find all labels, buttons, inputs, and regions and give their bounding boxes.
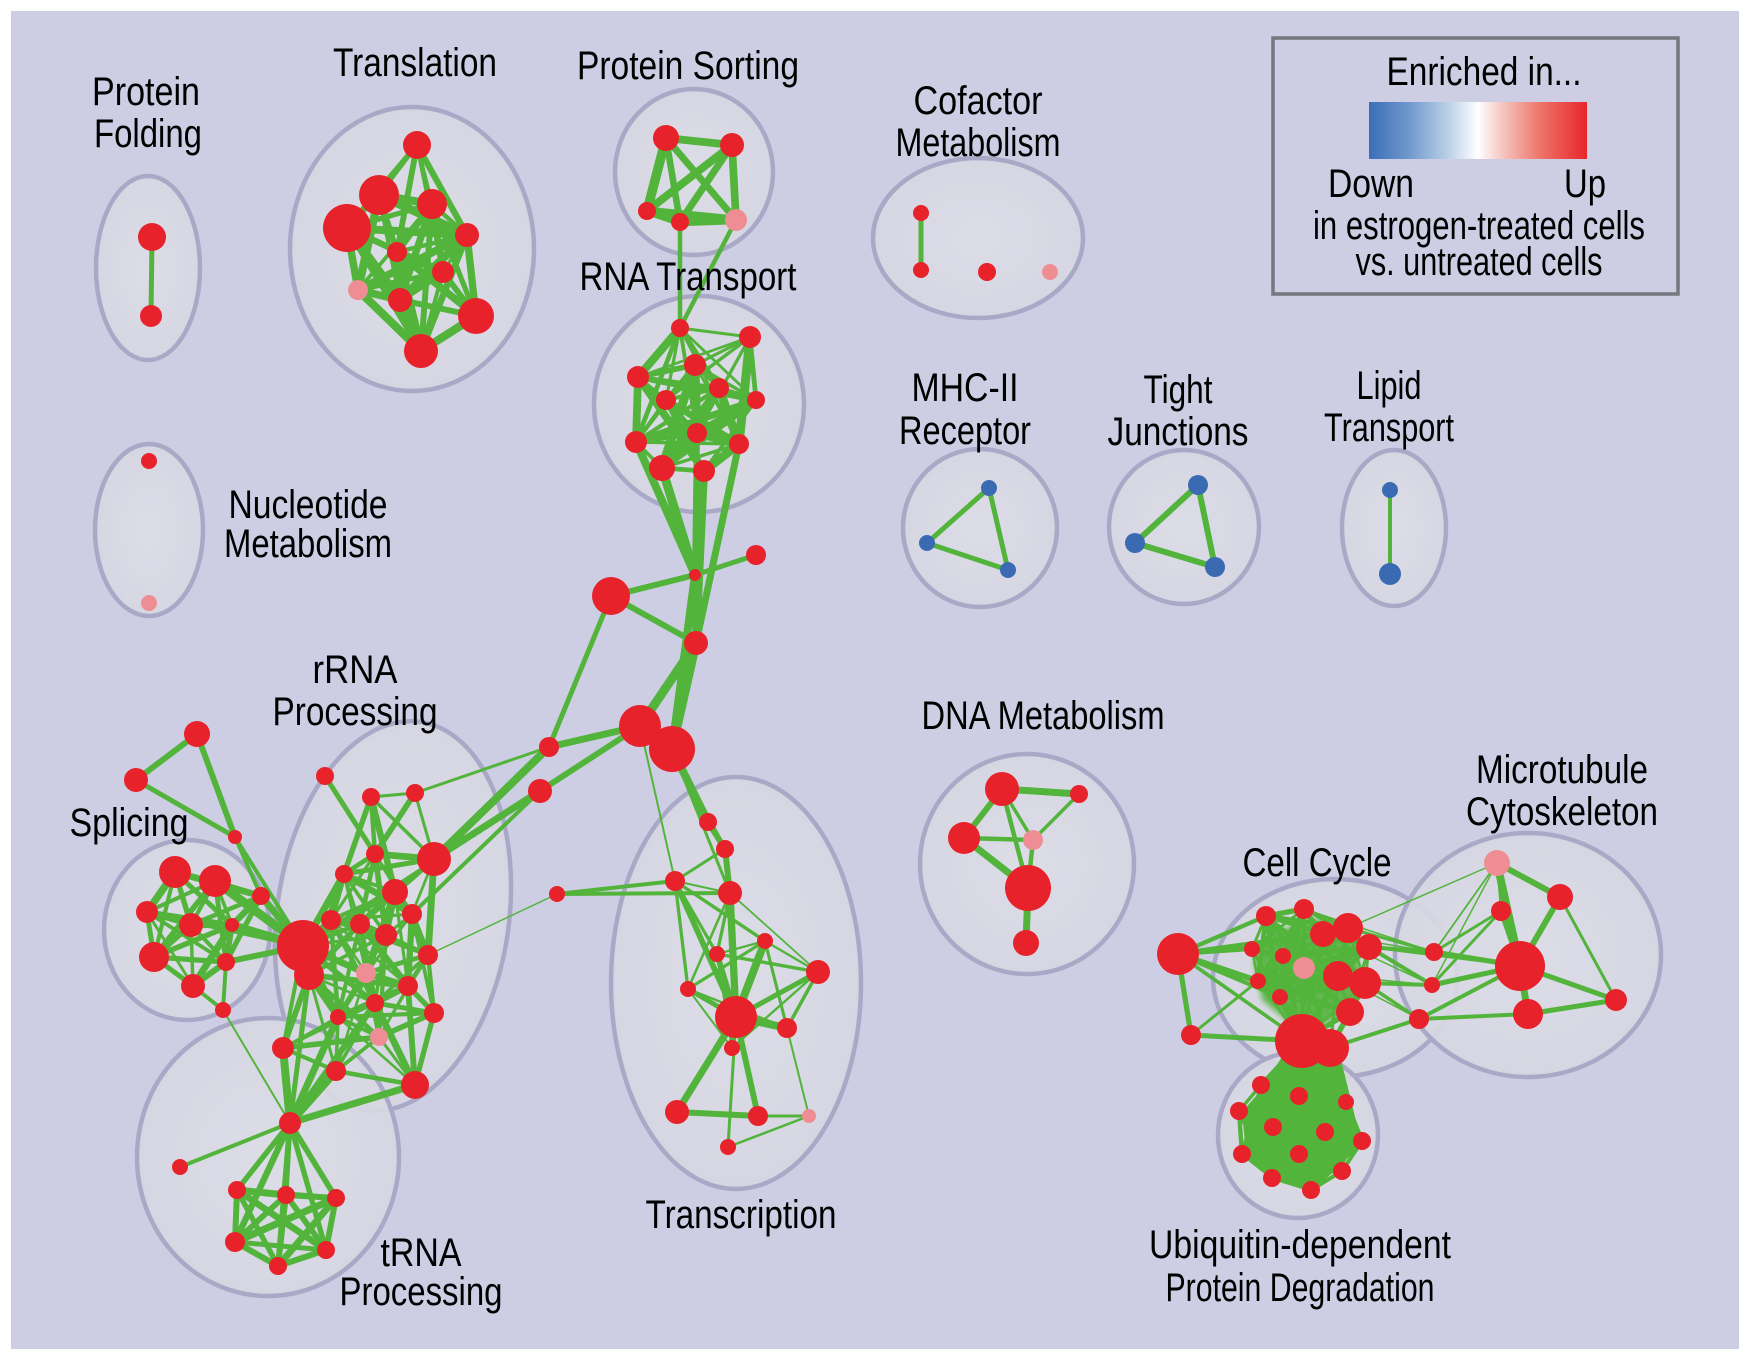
svg-text:Tight: Tight — [1144, 368, 1213, 412]
svg-text:Processing: Processing — [273, 690, 438, 734]
svg-text:Transport: Transport — [1324, 406, 1454, 450]
svg-text:Ubiquitin-dependent: Ubiquitin-dependent — [1149, 1223, 1451, 1267]
svg-text:in estrogen-treated cells: in estrogen-treated cells — [1313, 204, 1645, 248]
svg-text:Receptor: Receptor — [899, 409, 1031, 453]
svg-text:Enriched in...: Enriched in... — [1387, 50, 1582, 94]
svg-text:MHC-II: MHC-II — [912, 366, 1019, 410]
svg-text:Splicing: Splicing — [70, 801, 189, 845]
svg-text:Protein Sorting: Protein Sorting — [577, 44, 799, 88]
svg-text:vs. untreated cells: vs. untreated cells — [1356, 240, 1603, 284]
svg-text:Down: Down — [1328, 162, 1414, 206]
svg-text:rRNA: rRNA — [313, 648, 398, 692]
svg-text:Nucleotide: Nucleotide — [229, 483, 388, 527]
svg-text:Processing: Processing — [340, 1270, 503, 1314]
svg-text:Transcription: Transcription — [646, 1193, 837, 1237]
svg-text:DNA Metabolism: DNA Metabolism — [922, 694, 1165, 738]
svg-text:Microtubule: Microtubule — [1476, 748, 1648, 792]
svg-text:Protein Degradation: Protein Degradation — [1166, 1266, 1435, 1310]
svg-text:Up: Up — [1564, 162, 1606, 206]
svg-text:RNA Transport: RNA Transport — [580, 255, 797, 299]
svg-text:Metabolism: Metabolism — [224, 522, 392, 566]
svg-text:Cytoskeleton: Cytoskeleton — [1466, 790, 1658, 834]
svg-text:Metabolism: Metabolism — [896, 121, 1061, 165]
svg-text:Protein: Protein — [92, 70, 200, 114]
svg-text:tRNA: tRNA — [381, 1231, 462, 1275]
svg-text:Translation: Translation — [333, 41, 497, 85]
svg-text:Cell Cycle: Cell Cycle — [1243, 841, 1392, 885]
svg-text:Cofactor: Cofactor — [914, 79, 1043, 123]
svg-text:Lipid: Lipid — [1357, 364, 1422, 408]
svg-text:Folding: Folding — [94, 112, 202, 156]
svg-text:Junctions: Junctions — [1108, 410, 1249, 454]
